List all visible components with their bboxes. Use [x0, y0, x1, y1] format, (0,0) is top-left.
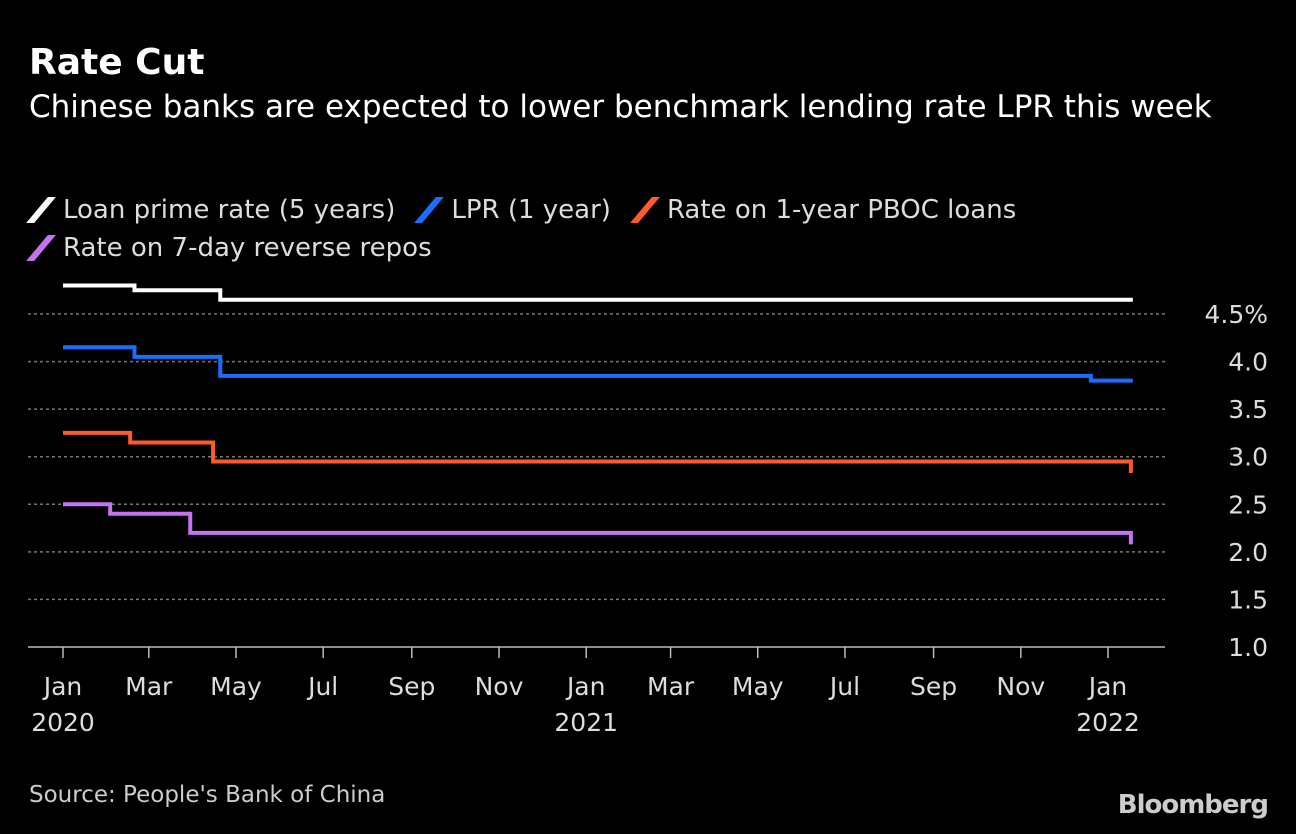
y-tick-label: 2.5 — [1228, 490, 1268, 519]
y-tick-label: 4.5% — [1204, 300, 1268, 329]
x-tick-year-label: 2020 — [31, 708, 95, 737]
x-tick-label: Jan — [565, 672, 606, 701]
chart-title: Rate Cut — [29, 42, 205, 83]
x-tick-label: Mar — [647, 672, 695, 701]
legend: Loan prime rate (5 years) LPR (1 year) Rat… — [26, 192, 1179, 268]
x-tick-label: Jul — [306, 672, 338, 701]
x-tick-label: Nov — [996, 672, 1045, 701]
legend-item: Rate on 1-year PBOC loans — [630, 192, 1017, 228]
legend-item: Rate on 7-day reverse repos — [26, 230, 432, 266]
x-tick-label: Sep — [388, 672, 435, 701]
bloomberg-logo: Bloomberg — [1117, 790, 1269, 820]
series-line — [63, 430, 1133, 473]
legend-label: Loan prime rate (5 years) — [63, 195, 396, 225]
y-tick-label: 4.0 — [1228, 348, 1268, 377]
legend-label: Rate on 7-day reverse repos — [63, 233, 432, 263]
series-line — [63, 283, 1133, 302]
chart-subtitle: Chinese banks are expected to lower benc… — [29, 89, 1212, 125]
x-tick-label: Sep — [910, 672, 957, 701]
series-line — [63, 345, 1133, 383]
x-tick-label: Jul — [828, 672, 860, 701]
y-tick-label: 3.5 — [1228, 395, 1268, 424]
source-note: Source: People's Bank of China — [29, 782, 386, 808]
y-tick-label: 2.0 — [1228, 538, 1268, 567]
legend-label: LPR (1 year) — [451, 195, 611, 225]
legend-item: Loan prime rate (5 years) — [26, 192, 396, 228]
x-tick-label: Jan — [1087, 672, 1128, 701]
x-tick-year-label: 2021 — [554, 708, 618, 737]
legend-label: Rate on 1-year PBOC loans — [666, 195, 1017, 225]
x-tick-label: Nov — [475, 672, 524, 701]
y-tick-label: 1.0 — [1228, 633, 1268, 662]
series-line — [63, 502, 1133, 545]
y-tick-label: 3.0 — [1228, 443, 1268, 472]
x-tick-label: Mar — [125, 672, 173, 701]
legend-item: LPR (1 year) — [414, 192, 611, 228]
y-tick-label: 1.5 — [1228, 585, 1268, 614]
x-tick-label: May — [210, 672, 262, 701]
x-tick-year-label: 2022 — [1076, 708, 1140, 737]
x-tick-label: May — [732, 672, 784, 701]
x-tick-label: Jan — [42, 672, 83, 701]
